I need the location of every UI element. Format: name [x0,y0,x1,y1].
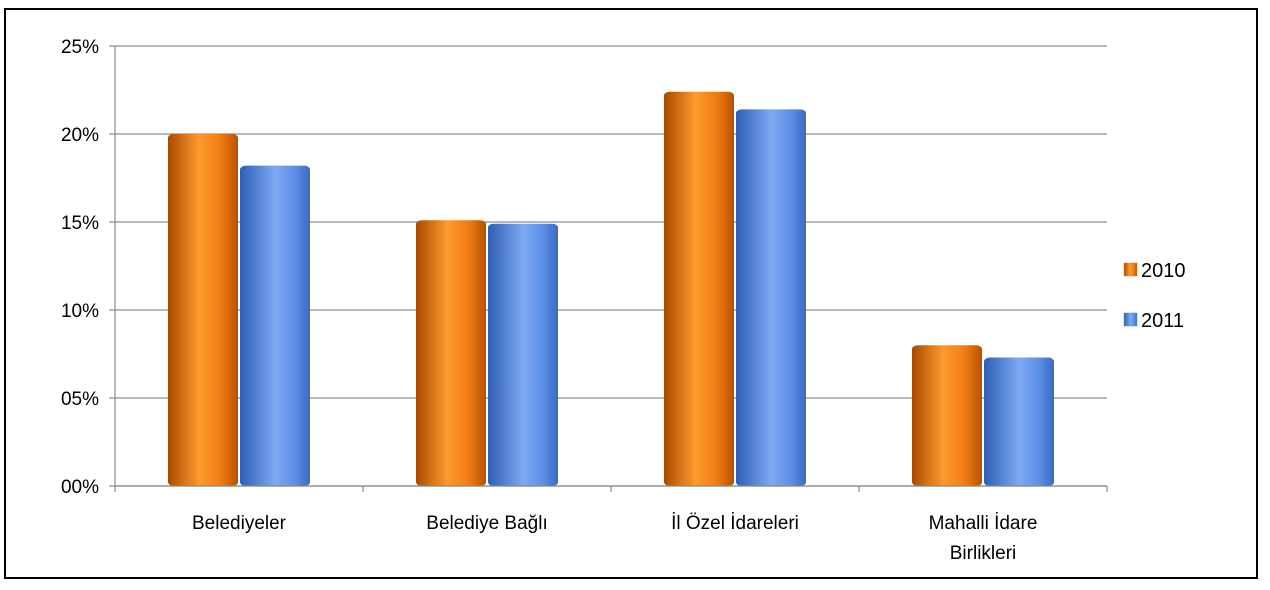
legend-swatch-2011 [1123,312,1138,327]
bar-2011-2 [736,109,806,487]
y-tick-label: 25% [61,37,99,58]
bar-2010-2 [664,91,734,486]
legend-swatch-2010 [1123,262,1138,277]
chart-frame: 00% 05% 10% 15% 20% 25% Belediyeler Belediye Ba… [4,8,1258,579]
bar-chart: 00% 05% 10% 15% 20% 25% Belediyeler Belediye Ba… [61,37,1186,564]
bar-2011-1 [488,223,558,486]
x-tick-label: Mahalli İdare Birlikleri [929,513,1038,564]
x-tick-label: Belediye Bağlı [426,513,547,534]
legend: 2010 2011 [1123,260,1186,332]
bar-2010-0 [168,134,238,486]
chart-title-clip [0,0,1270,8]
y-tick-label: 10% [61,301,99,322]
legend-label-2011: 2011 [1141,310,1184,332]
y-tick-label: 15% [61,213,99,234]
bar-2010-3 [912,345,982,486]
x-tick-label: İl Özel İdareleri [671,513,799,534]
bar-2011-0 [240,165,310,486]
y-tick-label: 05% [61,389,99,410]
bar-2010-1 [416,220,486,487]
y-tick-label: 00% [61,477,99,498]
bars [168,91,1054,487]
x-tick-label: Belediyeler [192,513,287,534]
axes [109,45,1108,492]
axis-labels: 00% 05% 10% 15% 20% 25% Belediyeler Belediye Ba… [61,37,1037,564]
y-tick-label: 20% [61,125,99,146]
legend-label-2010: 2010 [1141,260,1186,282]
bar-2011-3 [984,357,1054,486]
